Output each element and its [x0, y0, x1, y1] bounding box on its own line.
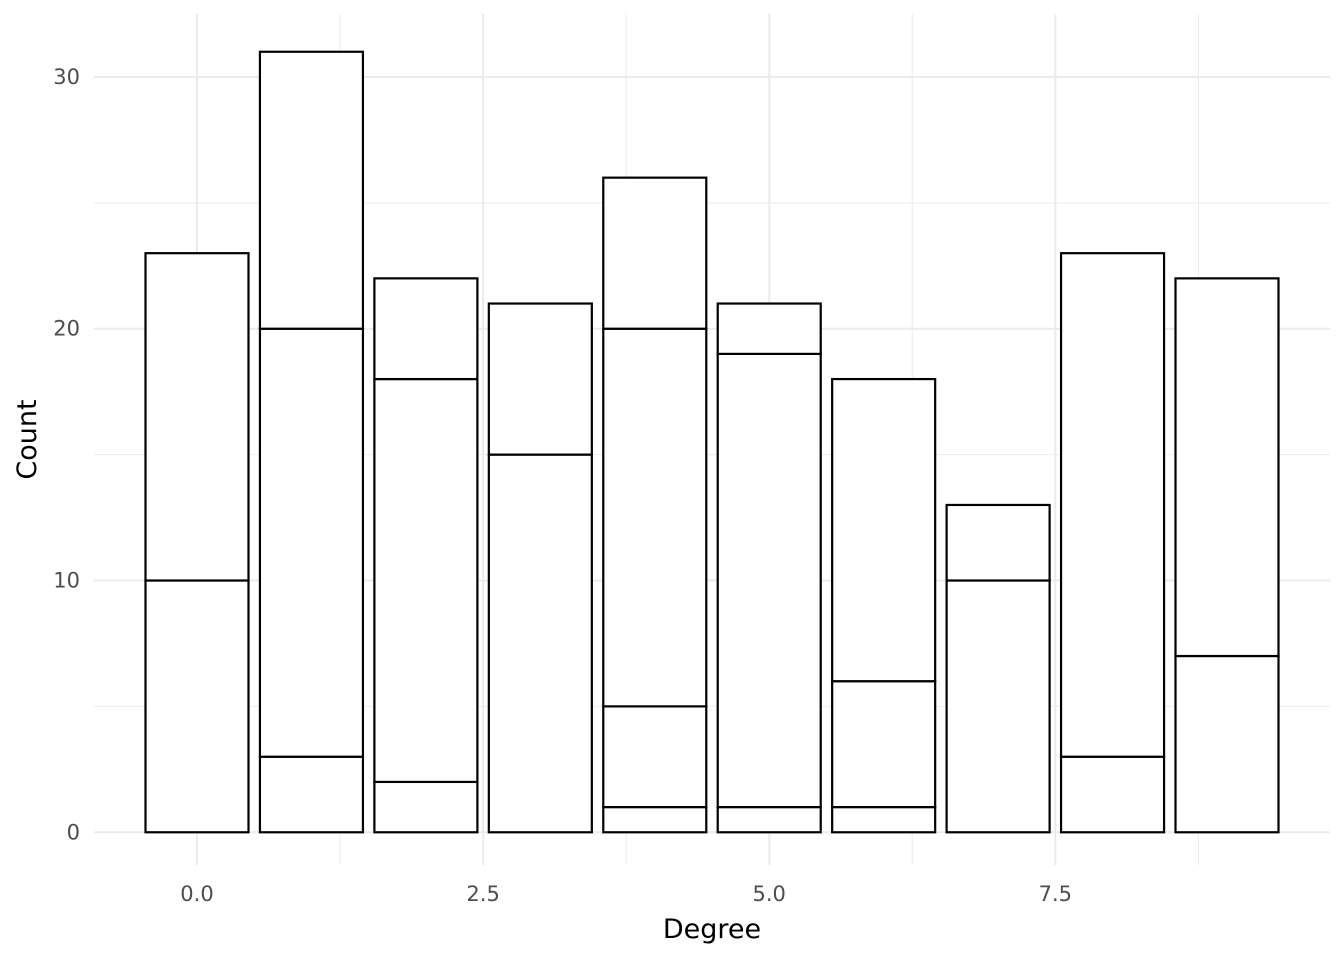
- bar-segment: [1174, 277, 1280, 658]
- bar-stack: [602, 176, 708, 834]
- bar-segment: [487, 302, 593, 456]
- bar-segment: [945, 579, 1051, 834]
- x-tick-label: 5.0: [753, 882, 786, 906]
- bar-stack: [945, 503, 1051, 834]
- bar-segment: [258, 755, 365, 834]
- bar-segment: [1059, 252, 1166, 758]
- x-axis-ticks: 0.0 2.5 5.0 7.5: [180, 882, 1072, 906]
- bar-segment: [602, 327, 708, 708]
- bar-segment: [144, 252, 250, 582]
- bar-segment: [602, 705, 708, 809]
- y-axis-title: Count: [12, 399, 43, 479]
- bar-segment: [716, 302, 822, 355]
- bar-segment: [716, 352, 822, 809]
- bar-stack: [258, 50, 365, 834]
- bar-stack: [487, 302, 593, 834]
- bars: [144, 50, 1280, 834]
- bar-segment: [373, 780, 479, 834]
- x-tick-label: 7.5: [1039, 882, 1072, 906]
- bar-stack: [716, 302, 822, 834]
- x-tick-label: 0.0: [180, 882, 213, 906]
- bar-segment: [602, 176, 708, 330]
- bar-stack: [373, 277, 479, 834]
- bar-stack: [831, 377, 937, 834]
- bar-segment: [1059, 755, 1166, 834]
- bar-segment: [831, 805, 937, 834]
- bar-segment: [144, 579, 250, 834]
- x-axis-title: Degree: [663, 914, 761, 945]
- y-tick-label: 10: [53, 568, 80, 592]
- bar-segment: [373, 377, 479, 784]
- y-axis-ticks: 0 10 20 30: [53, 65, 80, 844]
- y-tick-label: 0: [67, 820, 80, 844]
- bar-segment: [945, 503, 1051, 582]
- y-tick-label: 20: [53, 317, 80, 341]
- bar-stack: [1059, 252, 1166, 834]
- bar-segment: [1174, 654, 1280, 834]
- bar-segment: [831, 377, 937, 683]
- bar-stack: [1174, 277, 1280, 834]
- bar-segment: [831, 680, 937, 809]
- bar-segment: [602, 805, 708, 834]
- bar-segment: [373, 277, 479, 381]
- x-tick-label: 2.5: [466, 882, 499, 906]
- bar-segment: [487, 453, 593, 834]
- bar-segment: [716, 805, 822, 834]
- y-tick-label: 30: [53, 65, 80, 89]
- bar-stack: [144, 252, 250, 834]
- bar-segment: [258, 50, 365, 330]
- bar-segment: [258, 327, 365, 758]
